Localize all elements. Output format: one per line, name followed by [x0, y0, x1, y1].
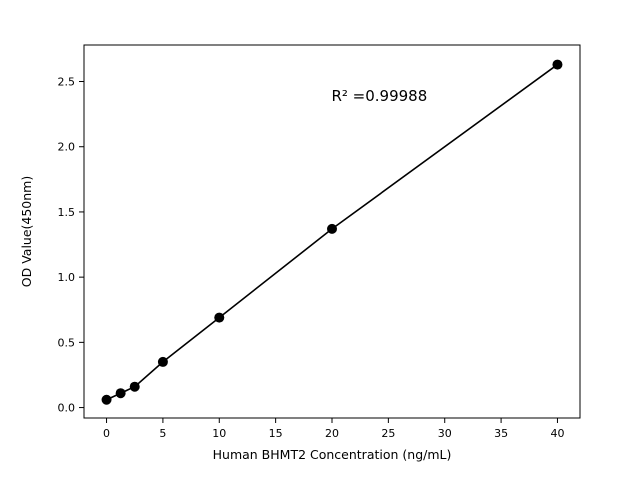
x-tick-label: 0 — [103, 427, 110, 440]
y-tick-label: 0.5 — [58, 336, 76, 349]
data-point — [101, 394, 112, 405]
data-point — [552, 59, 563, 70]
x-tick-label: 10 — [212, 427, 226, 440]
x-tick-label: 35 — [494, 427, 508, 440]
x-axis-label: Human BHMT2 Concentration (ng/mL) — [213, 447, 452, 462]
y-tick-label: 1.0 — [58, 271, 76, 284]
y-tick-label: 2.5 — [58, 76, 76, 89]
x-tick-label: 25 — [381, 427, 395, 440]
data-point — [214, 312, 225, 323]
x-tick-label: 15 — [269, 427, 283, 440]
data-point — [157, 356, 168, 367]
x-tick-label: 40 — [550, 427, 564, 440]
data-point — [327, 223, 337, 234]
r-squared-annotation: R² =0.99988 — [331, 87, 427, 105]
x-tick-label: 30 — [438, 427, 452, 440]
y-tick-label: 2.0 — [58, 141, 76, 154]
data-point — [115, 388, 126, 399]
y-axis-label: OD Value(450nm) — [19, 176, 34, 287]
y-tick-label: 1.5 — [58, 206, 76, 219]
data-point — [129, 381, 140, 392]
x-tick-label: 20 — [325, 427, 339, 440]
y-tick-label: 0.0 — [58, 402, 76, 415]
x-tick-label: 5 — [159, 427, 166, 440]
